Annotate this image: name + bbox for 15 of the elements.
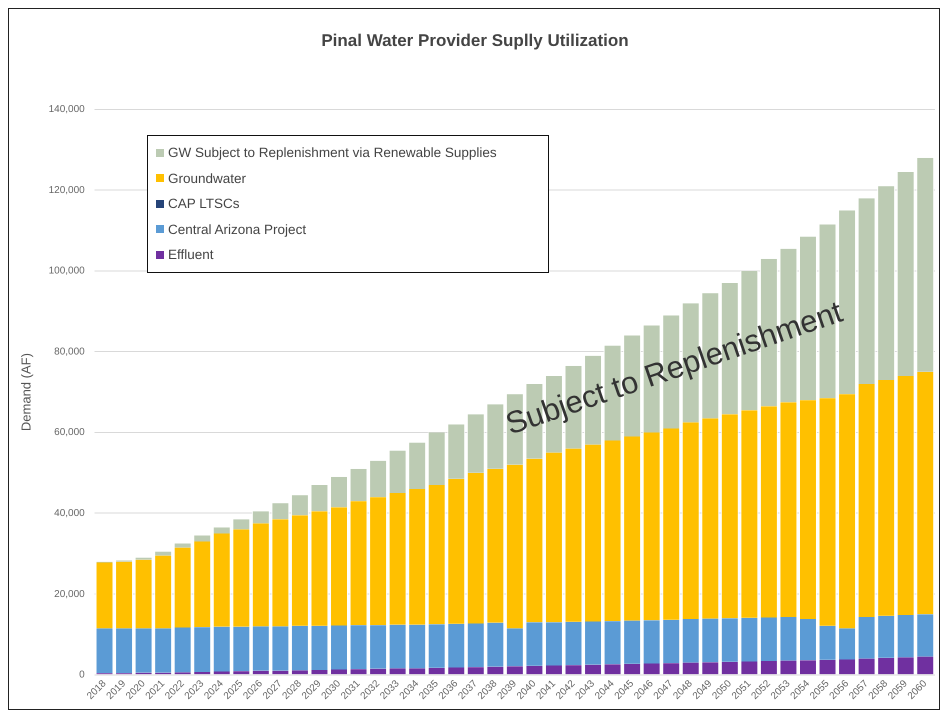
- legend-label: Central Arizona Project: [168, 222, 306, 237]
- y-tick-label: 80,000: [54, 346, 86, 358]
- y-tick-label: 100,000: [48, 266, 86, 277]
- y-tick-label: 140,000: [48, 104, 86, 116]
- legend-label: CAP LTSCs: [168, 196, 240, 212]
- y-tick-label: 40,000: [54, 508, 86, 519]
- y-tick-label: 20,000: [54, 588, 86, 600]
- legend-label: GW Subject to Replenishment via Renewable Supplies: [168, 145, 497, 160]
- legend-label: Effluent: [168, 247, 214, 262]
- legend-label: Groundwater: [168, 170, 246, 186]
- y-axis-title: Demand (AF): [18, 353, 34, 432]
- chart-title: Pinal Water Provider Suplly Utilization: [321, 30, 629, 50]
- y-tick-label: 120,000: [48, 184, 86, 196]
- y-tick-label: 60,000: [54, 427, 86, 438]
- y-tick-label: 0: [79, 670, 86, 681]
